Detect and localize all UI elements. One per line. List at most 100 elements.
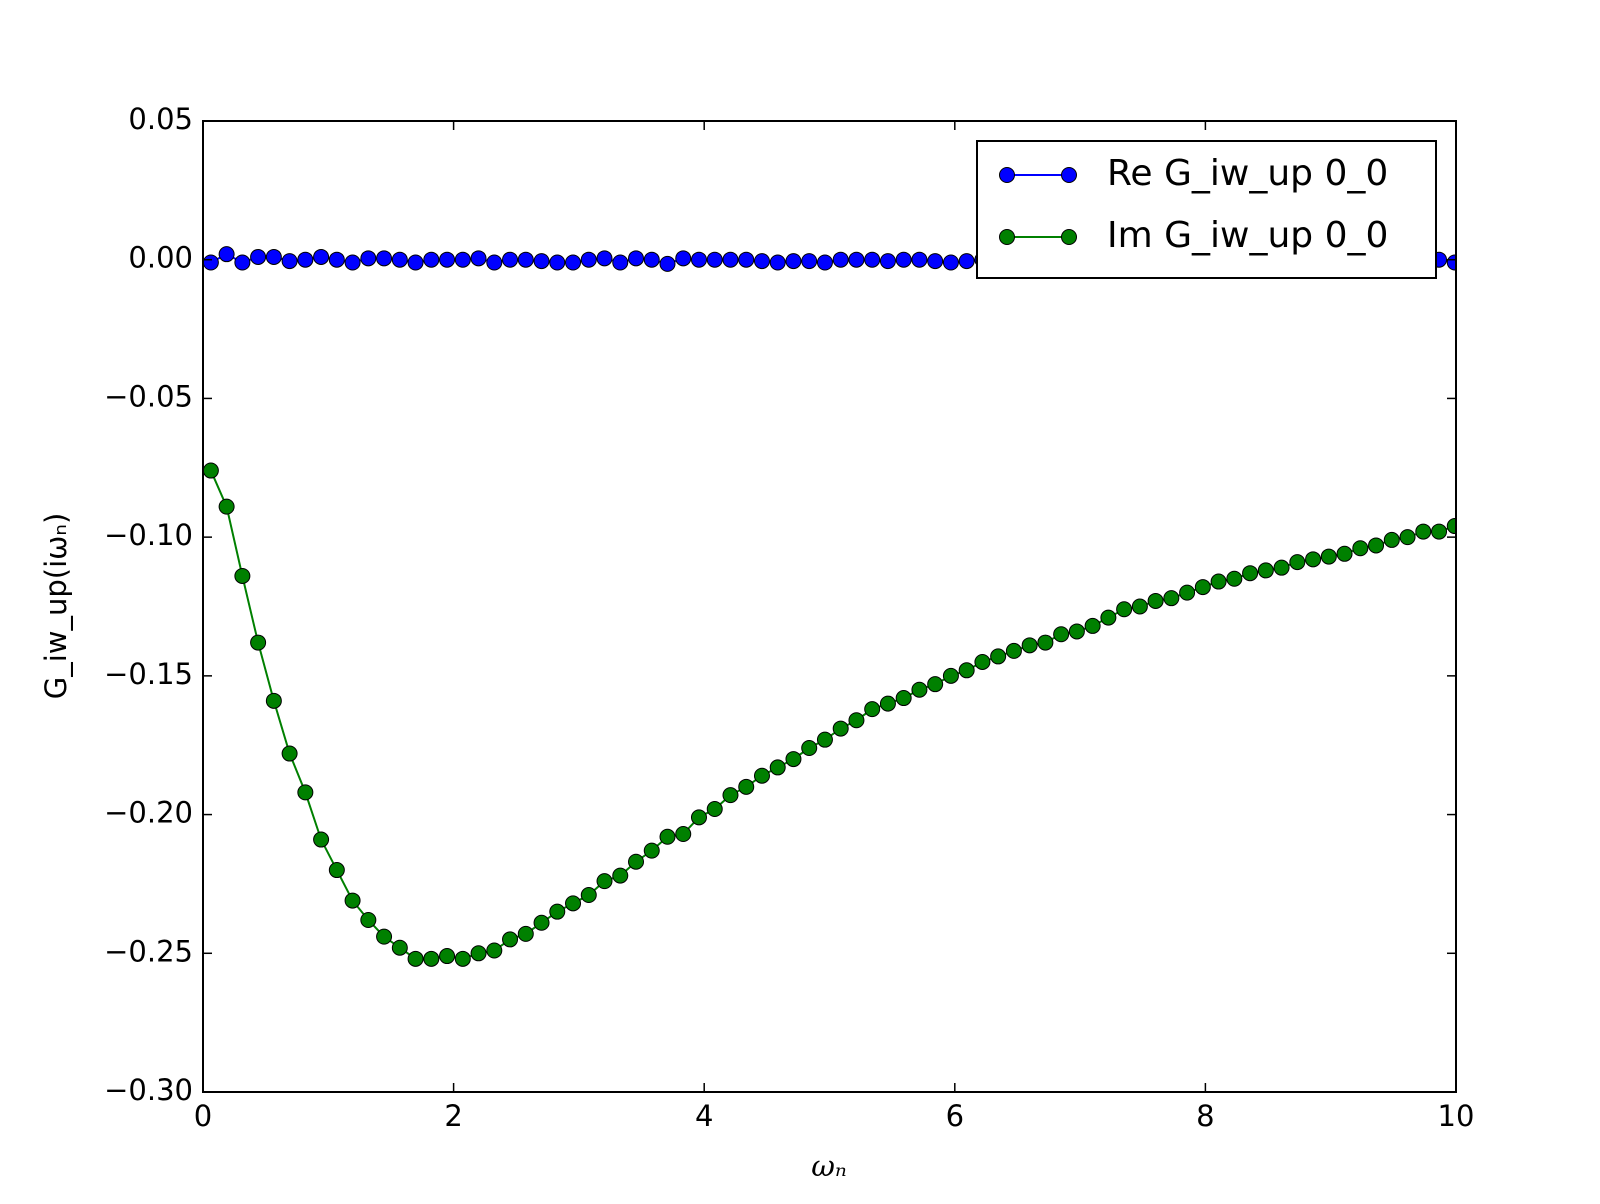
- point: [942, 254, 959, 271]
- point: [738, 778, 755, 795]
- point: [439, 251, 456, 268]
- point: [203, 254, 219, 271]
- legend-marker: [999, 167, 1015, 183]
- point: [328, 251, 345, 268]
- point: [864, 251, 881, 268]
- point: [1021, 637, 1038, 654]
- point: [690, 809, 707, 826]
- point: [549, 254, 566, 271]
- point: [486, 254, 503, 271]
- point: [1320, 548, 1337, 565]
- point: [1147, 592, 1164, 609]
- legend-label: Re G_iw_up 0_0: [1107, 153, 1388, 194]
- axes-frame: [202, 120, 1457, 1093]
- point: [1336, 545, 1353, 562]
- legend-marker: [1061, 229, 1077, 245]
- point: [533, 253, 550, 270]
- point: [1037, 634, 1054, 651]
- point: [628, 250, 645, 267]
- point: [470, 945, 487, 962]
- point: [832, 251, 849, 268]
- x-tick-label: 8: [1196, 1099, 1214, 1133]
- point: [911, 251, 928, 268]
- point: [407, 950, 424, 967]
- point: [801, 739, 818, 756]
- point: [785, 253, 802, 270]
- point: [816, 731, 833, 748]
- point: [1257, 562, 1274, 579]
- point: [234, 567, 251, 584]
- y-tick-label: −0.30: [104, 1073, 193, 1107]
- point: [706, 251, 723, 268]
- point: [879, 695, 896, 712]
- point: [1053, 626, 1070, 643]
- point: [1179, 584, 1196, 601]
- point: [1100, 609, 1117, 626]
- x-tick-label: 4: [695, 1099, 713, 1133]
- point: [848, 712, 865, 729]
- point: [203, 462, 219, 479]
- point: [344, 254, 361, 271]
- point: [895, 251, 912, 268]
- point: [801, 253, 818, 270]
- y-tick-label: −0.15: [104, 657, 193, 691]
- point: [1131, 598, 1148, 615]
- point: [1305, 551, 1322, 568]
- point: [895, 690, 912, 707]
- point: [297, 784, 314, 801]
- point: [391, 251, 408, 268]
- point: [281, 253, 298, 270]
- y-axis-label: G_iw_up(iωₙ): [39, 513, 73, 700]
- point: [738, 251, 755, 268]
- legend-label: Im G_iw_up 0_0: [1107, 215, 1388, 256]
- point: [1226, 570, 1243, 587]
- legend-marker: [1061, 167, 1077, 183]
- point: [391, 939, 408, 956]
- point: [1289, 554, 1306, 571]
- point: [376, 928, 393, 945]
- x-tick-label: 6: [946, 1099, 964, 1133]
- y-tick-label: −0.25: [104, 934, 193, 968]
- point: [769, 254, 786, 271]
- point: [927, 676, 944, 693]
- point: [376, 250, 393, 267]
- point: [470, 250, 487, 267]
- point: [1194, 579, 1211, 596]
- point: [502, 251, 519, 268]
- x-tick-label: 10: [1438, 1099, 1475, 1133]
- x-axis-label: ωₙ: [811, 1149, 846, 1183]
- point: [1005, 642, 1022, 659]
- point: [1068, 623, 1085, 640]
- point: [1084, 617, 1101, 634]
- point: [218, 246, 235, 263]
- point: [612, 254, 629, 271]
- point: [454, 950, 471, 967]
- point: [517, 925, 534, 942]
- point: [218, 498, 235, 515]
- y-tick-label: −0.10: [104, 518, 193, 552]
- point: [722, 787, 739, 804]
- point: [722, 251, 739, 268]
- point: [675, 825, 692, 842]
- point: [565, 895, 582, 912]
- x-tick-label: 2: [444, 1099, 462, 1133]
- point: [628, 853, 645, 870]
- point: [250, 248, 267, 265]
- point: [344, 892, 361, 909]
- point: [439, 948, 456, 965]
- point: [1163, 590, 1180, 607]
- point: [911, 681, 928, 698]
- point: [1116, 601, 1133, 618]
- point: [659, 255, 676, 272]
- point: [533, 914, 550, 931]
- point: [753, 253, 770, 270]
- point: [612, 867, 629, 884]
- legend-marker: [999, 229, 1015, 245]
- point: [1446, 254, 1456, 271]
- point: [643, 842, 660, 859]
- point: [848, 251, 865, 268]
- point: [454, 251, 471, 268]
- point: [990, 648, 1007, 665]
- legend-box: [976, 140, 1437, 279]
